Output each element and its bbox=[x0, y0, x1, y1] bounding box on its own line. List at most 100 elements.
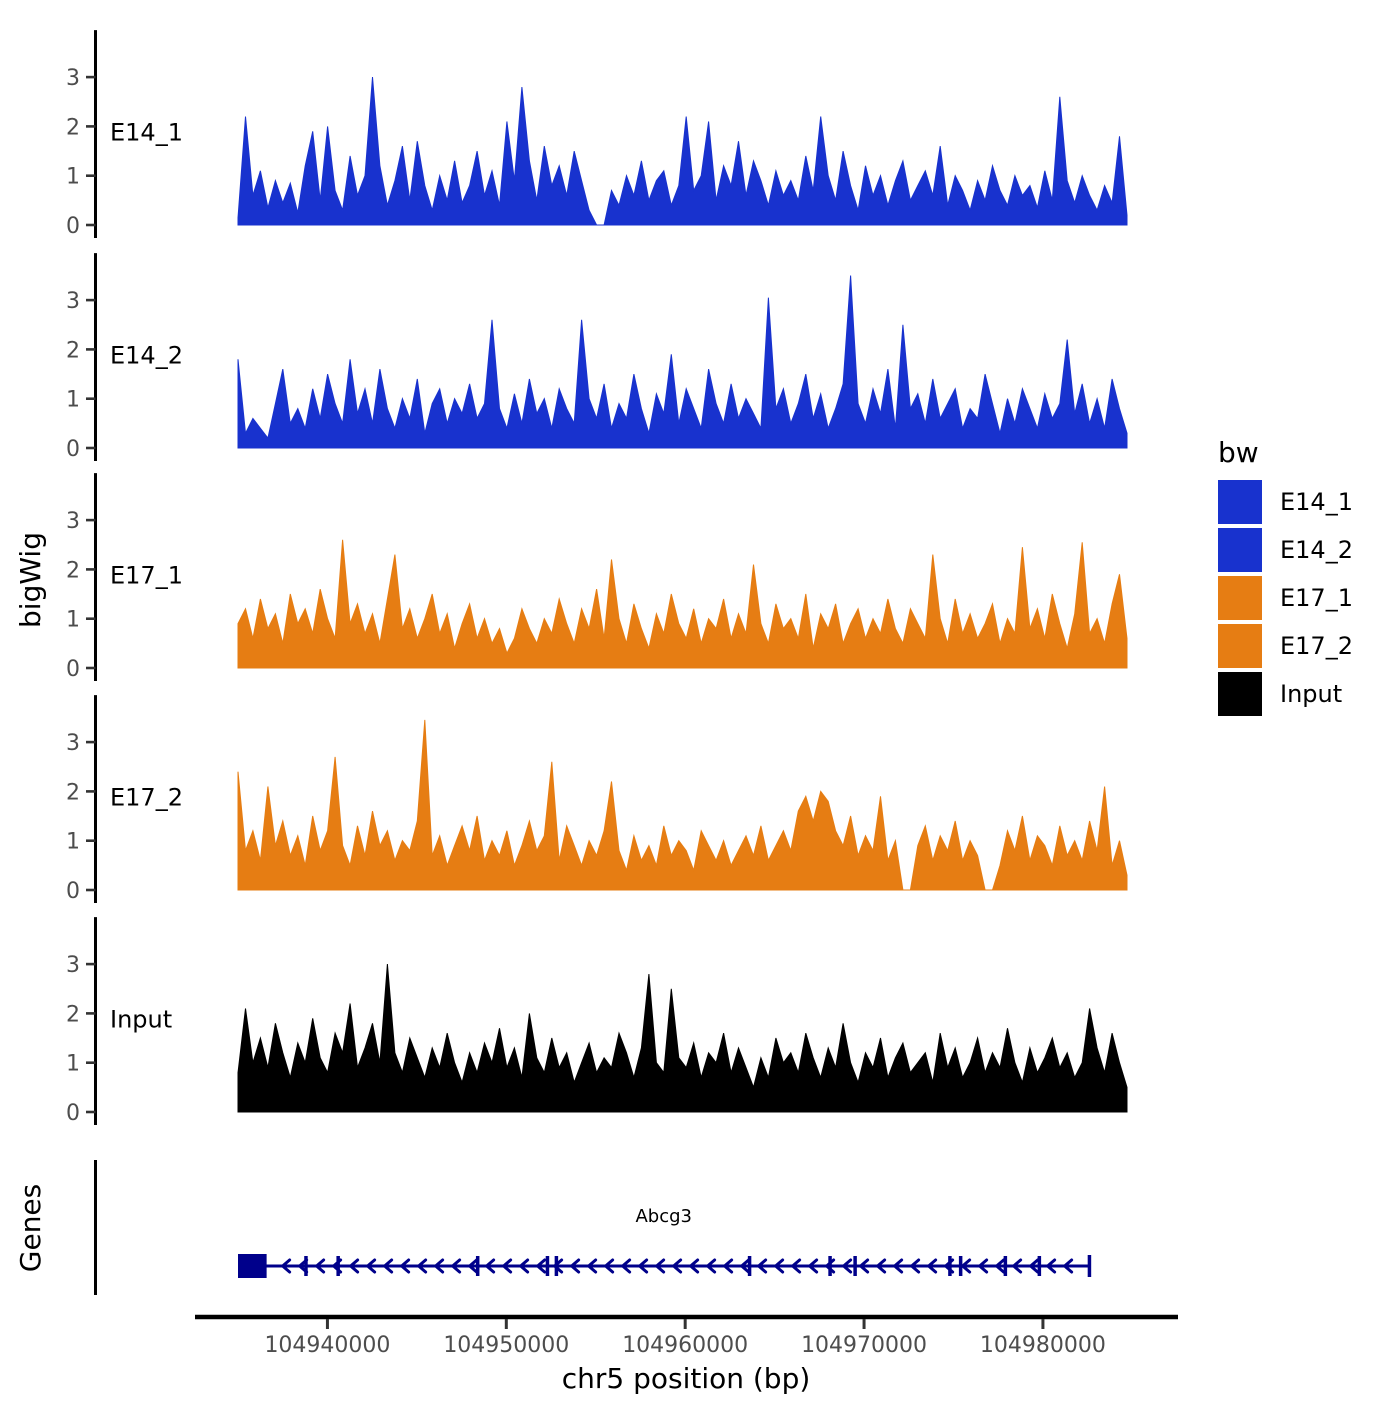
strand-arrow-icon bbox=[688, 1258, 700, 1274]
y-tick-label: 1 bbox=[66, 608, 80, 633]
y-tick-label: 2 bbox=[66, 1002, 80, 1027]
strand-arrow-icon bbox=[365, 1258, 377, 1274]
y-tick-label: 2 bbox=[66, 115, 80, 140]
strand-arrow-icon bbox=[943, 1258, 955, 1274]
legend: bw E14_1 E14_2 E17_1 E17_2 Input bbox=[1218, 436, 1353, 716]
strand-arrow-icon bbox=[484, 1258, 496, 1274]
strand-arrow-icon bbox=[892, 1258, 904, 1274]
track-panel-E17_2: 0 1 2 3 E17_2 bbox=[66, 695, 1128, 904]
strand-arrow-icon bbox=[467, 1258, 479, 1274]
y-tick-label: 0 bbox=[66, 1101, 80, 1126]
track-panel-Input: 0 1 2 3 Input bbox=[66, 917, 1128, 1126]
strand-arrow-icon bbox=[841, 1258, 853, 1274]
track-panel-E14_2: 0 1 2 3 E14_2 bbox=[66, 253, 1128, 462]
track-label: Input bbox=[110, 1005, 172, 1033]
strand-arrow-icon bbox=[348, 1258, 360, 1274]
strand-arrow-icon bbox=[280, 1258, 292, 1274]
track-label: E14_1 bbox=[110, 118, 183, 146]
y-tick-label: 3 bbox=[66, 509, 80, 534]
legend-swatch-E14_1 bbox=[1218, 480, 1262, 524]
strand-arrow-icon bbox=[705, 1258, 717, 1274]
strand-arrow-icon bbox=[637, 1258, 649, 1274]
strand-arrow-icon bbox=[739, 1258, 751, 1274]
x-axis-layer: 104940000 104950000 104960000 104970000 1049… bbox=[195, 1314, 1178, 1358]
legend-swatch-Input bbox=[1218, 672, 1262, 716]
y-tick-label: 0 bbox=[66, 214, 80, 239]
y-tick-label: 3 bbox=[66, 731, 80, 756]
coverage-area bbox=[237, 77, 1128, 226]
strand-arrow-icon bbox=[858, 1258, 870, 1274]
strand-arrow-icon bbox=[569, 1258, 581, 1274]
x-axis-title: chr5 position (bp) bbox=[562, 1362, 811, 1395]
y-tick-label: 1 bbox=[66, 1052, 80, 1077]
coverage-tracks-layer: 0 1 2 3 E14_1 0 1 2 3 E14_2 0 1 2 3 E17_1 0 1 2 3 E17_2 0 1 2 3… bbox=[66, 30, 1128, 1126]
coverage-area bbox=[237, 719, 1128, 891]
y-tick-label: 2 bbox=[66, 780, 80, 805]
x-tick-label: 104980000 bbox=[980, 1333, 1106, 1358]
strand-arrow-icon bbox=[926, 1258, 938, 1274]
strand-arrow-icon bbox=[994, 1258, 1006, 1274]
y-tick-label: 3 bbox=[66, 289, 80, 314]
strand-arrow-icon bbox=[824, 1258, 836, 1274]
strand-arrow-icon bbox=[416, 1258, 428, 1274]
legend-title: bw bbox=[1218, 436, 1259, 469]
strand-arrow-icon bbox=[603, 1258, 615, 1274]
legend-swatch-E17_2 bbox=[1218, 624, 1262, 668]
strand-arrow-icon bbox=[518, 1258, 530, 1274]
strand-arrow-icon bbox=[382, 1258, 394, 1274]
strand-arrow-icon bbox=[977, 1258, 989, 1274]
strand-arrow-icon bbox=[790, 1258, 802, 1274]
strand-arrow-icon bbox=[535, 1258, 547, 1274]
y-tick-label: 2 bbox=[66, 558, 80, 583]
strand-arrow-icon bbox=[654, 1258, 666, 1274]
strand-arrow-icon bbox=[909, 1258, 921, 1274]
strand-arrow-icon bbox=[807, 1258, 819, 1274]
y-tick-label: 2 bbox=[66, 338, 80, 363]
strand-arrow-icon bbox=[620, 1258, 632, 1274]
legend-label: E17_1 bbox=[1280, 584, 1353, 612]
strand-arrow-icon bbox=[399, 1258, 411, 1274]
track-label: E14_2 bbox=[110, 341, 183, 369]
legend-swatch-E17_1 bbox=[1218, 576, 1262, 620]
y-tick-label: 3 bbox=[66, 66, 80, 91]
y-tick-label: 1 bbox=[66, 388, 80, 413]
strand-arrow-icon bbox=[1028, 1258, 1040, 1274]
strand-arrow-icon bbox=[1062, 1258, 1074, 1274]
gene-exon-box bbox=[238, 1254, 267, 1278]
strand-arrow-icon bbox=[671, 1258, 683, 1274]
y-axis-title: bigWig bbox=[14, 532, 47, 628]
legend-label: E14_1 bbox=[1280, 488, 1353, 516]
coverage-area bbox=[237, 539, 1128, 669]
strand-arrow-icon bbox=[960, 1258, 972, 1274]
strand-arrow-icon bbox=[501, 1258, 513, 1274]
strand-arrow-icon bbox=[433, 1258, 445, 1274]
gene-track-layer: Abcg3 bbox=[94, 1160, 1092, 1295]
strand-arrow-icon bbox=[331, 1258, 343, 1274]
y-tick-label: 1 bbox=[66, 165, 80, 190]
legend-swatch-E14_2 bbox=[1218, 528, 1262, 572]
x-tick-label: 104960000 bbox=[622, 1333, 748, 1358]
x-tick-label: 104970000 bbox=[801, 1333, 927, 1358]
track-label: E17_2 bbox=[110, 783, 183, 811]
track-panel-E17_1: 0 1 2 3 E17_1 bbox=[66, 473, 1128, 682]
legend-label: Input bbox=[1280, 680, 1342, 708]
strand-arrow-icon bbox=[1011, 1258, 1023, 1274]
strand-arrow-icon bbox=[450, 1258, 462, 1274]
legend-label: E17_2 bbox=[1280, 632, 1353, 660]
coverage-area bbox=[237, 275, 1128, 449]
strand-arrow-icon bbox=[773, 1258, 785, 1274]
strand-arrow-icon bbox=[722, 1258, 734, 1274]
strand-arrow-icon bbox=[314, 1258, 326, 1274]
y-tick-label: 0 bbox=[66, 879, 80, 904]
strand-arrow-icon bbox=[297, 1258, 309, 1274]
track-panel-E14_1: 0 1 2 3 E14_1 bbox=[66, 30, 1128, 239]
strand-arrow-icon bbox=[586, 1258, 598, 1274]
strand-arrow-icon bbox=[552, 1258, 564, 1274]
genes-axis-title: Genes bbox=[14, 1184, 47, 1272]
y-tick-label: 0 bbox=[66, 437, 80, 462]
y-tick-label: 3 bbox=[66, 953, 80, 978]
track-label: E17_1 bbox=[110, 561, 183, 589]
coverage-area bbox=[237, 964, 1128, 1113]
strand-arrow-icon bbox=[756, 1258, 768, 1274]
